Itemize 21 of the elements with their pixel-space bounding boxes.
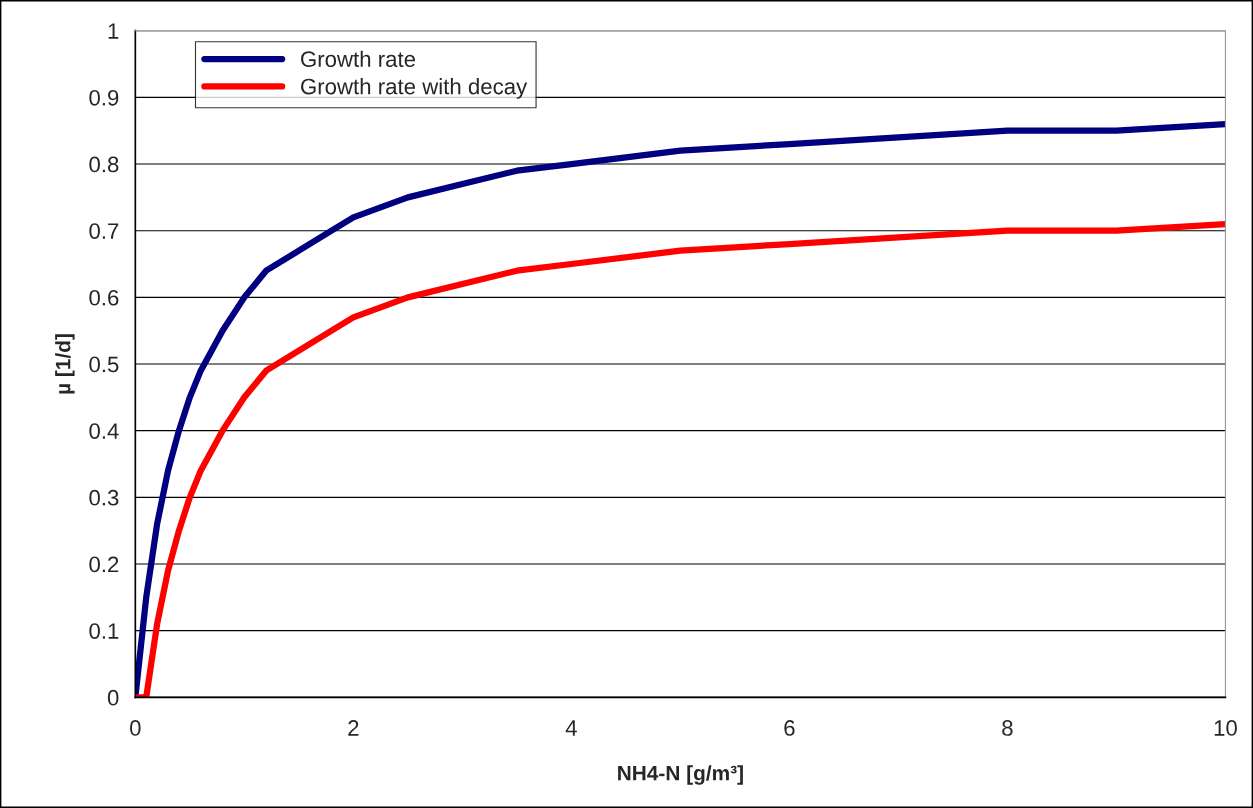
y-tick-label: 0.2 [89, 556, 119, 573]
y-tick-label: 0.7 [89, 223, 119, 239]
x-tick-label: 10 [1214, 720, 1237, 736]
y-tick-label: 0.1 [89, 623, 119, 639]
x-tick-label: 6 [784, 720, 795, 736]
y-tick-label: 0.6 [89, 289, 119, 306]
y-tick-label: 0.9 [89, 89, 119, 106]
x-axis-title: NH4-N [g/m³] [618, 765, 743, 785]
y-tick-label: 0 [107, 689, 119, 706]
x-tick-label: 0 [130, 720, 141, 736]
x-tick-label: 8 [1002, 720, 1013, 736]
legend-label: Growth rate with decay [301, 78, 528, 99]
x-tick-label: 2 [348, 720, 359, 736]
legend-label: Growth rate [301, 50, 416, 68]
y-tick-label: 0.4 [89, 423, 119, 439]
y-tick-label: 0.5 [89, 356, 119, 373]
y-axis-title: µ [1/d] [55, 334, 75, 394]
x-tick-label: 4 [565, 720, 577, 736]
y-tick-label: 1 [108, 23, 119, 39]
y-tick-label: 0.8 [89, 156, 119, 173]
y-tick-label: 0.3 [89, 489, 119, 506]
